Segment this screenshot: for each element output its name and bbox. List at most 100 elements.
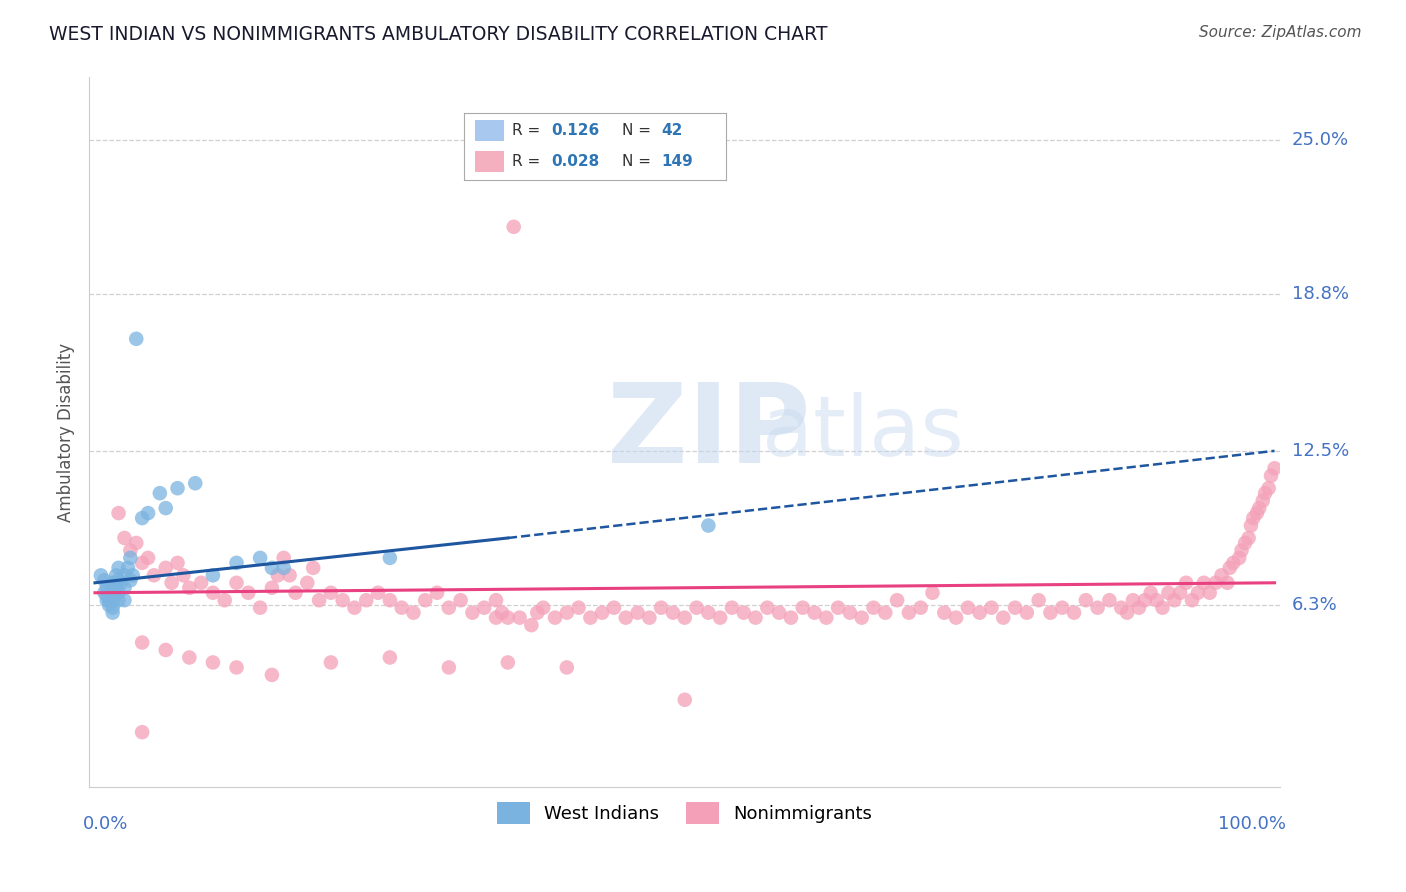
Point bbox=[897, 606, 920, 620]
Point bbox=[267, 568, 290, 582]
Point bbox=[278, 568, 301, 582]
Point bbox=[1222, 556, 1244, 570]
Point bbox=[485, 610, 508, 624]
Point bbox=[969, 606, 991, 620]
Point bbox=[803, 606, 825, 620]
Point bbox=[319, 586, 342, 600]
Point bbox=[626, 606, 648, 620]
Point bbox=[260, 581, 283, 595]
Point bbox=[450, 593, 472, 607]
Point bbox=[201, 656, 224, 670]
Point bbox=[1187, 586, 1209, 600]
Point bbox=[402, 606, 425, 620]
Point bbox=[673, 693, 696, 707]
Point bbox=[166, 481, 188, 495]
Point bbox=[502, 219, 524, 234]
Point bbox=[1246, 506, 1268, 520]
Point bbox=[107, 506, 129, 520]
Point bbox=[114, 568, 136, 582]
Y-axis label: Ambulatory Disability: Ambulatory Disability bbox=[58, 343, 75, 522]
Point bbox=[136, 506, 159, 520]
Point bbox=[544, 610, 567, 624]
Point bbox=[1063, 606, 1085, 620]
Point bbox=[851, 610, 873, 624]
Point bbox=[1004, 600, 1026, 615]
Point bbox=[378, 593, 401, 607]
Point bbox=[1257, 481, 1279, 495]
Point bbox=[1249, 501, 1271, 516]
Point bbox=[638, 610, 661, 624]
Point bbox=[101, 593, 124, 607]
Point bbox=[107, 574, 129, 588]
Text: atlas: atlas bbox=[762, 392, 965, 473]
Text: 18.8%: 18.8% bbox=[1292, 285, 1348, 303]
Point bbox=[1181, 593, 1204, 607]
Point bbox=[101, 586, 124, 600]
Point bbox=[485, 593, 508, 607]
Point bbox=[160, 575, 183, 590]
Point bbox=[260, 668, 283, 682]
Point bbox=[378, 550, 401, 565]
Point bbox=[101, 600, 124, 615]
Point bbox=[426, 586, 449, 600]
Point bbox=[910, 600, 932, 615]
Point bbox=[225, 575, 247, 590]
Point bbox=[1146, 593, 1168, 607]
Point bbox=[437, 660, 460, 674]
Point bbox=[249, 550, 271, 565]
Point bbox=[1234, 536, 1257, 550]
Point bbox=[249, 600, 271, 615]
Point bbox=[697, 518, 720, 533]
Point bbox=[768, 606, 790, 620]
Point bbox=[98, 593, 121, 607]
Point bbox=[496, 610, 519, 624]
Point bbox=[120, 550, 142, 565]
Point bbox=[472, 600, 495, 615]
Point bbox=[673, 610, 696, 624]
Point bbox=[1168, 586, 1191, 600]
Point bbox=[114, 593, 136, 607]
Point bbox=[332, 593, 354, 607]
Point bbox=[93, 574, 115, 588]
Point bbox=[1254, 486, 1277, 500]
Point bbox=[172, 568, 194, 582]
Point bbox=[96, 588, 118, 602]
Point bbox=[1163, 593, 1185, 607]
Point bbox=[780, 610, 803, 624]
Point bbox=[875, 606, 897, 620]
Point bbox=[555, 606, 578, 620]
Point bbox=[96, 593, 118, 607]
Point bbox=[201, 586, 224, 600]
Point bbox=[579, 610, 602, 624]
Point bbox=[1052, 600, 1074, 615]
Point bbox=[1237, 531, 1260, 545]
Point bbox=[319, 656, 342, 670]
Point bbox=[214, 593, 236, 607]
Point bbox=[225, 556, 247, 570]
Point bbox=[993, 610, 1015, 624]
Point bbox=[413, 593, 436, 607]
Point bbox=[685, 600, 707, 615]
Point bbox=[284, 586, 307, 600]
Legend: West Indians, Nonimmigrants: West Indians, Nonimmigrants bbox=[491, 795, 879, 831]
Text: 6.3%: 6.3% bbox=[1292, 596, 1337, 615]
Point bbox=[1219, 561, 1241, 575]
Point bbox=[1230, 543, 1253, 558]
Point bbox=[614, 610, 637, 624]
Point bbox=[1251, 493, 1274, 508]
Point bbox=[945, 610, 967, 624]
Point bbox=[96, 581, 118, 595]
Point bbox=[120, 543, 142, 558]
Text: ZIP: ZIP bbox=[607, 379, 811, 485]
Point bbox=[114, 531, 136, 545]
Point bbox=[101, 606, 124, 620]
Point bbox=[756, 600, 779, 615]
Point bbox=[105, 586, 128, 600]
Point bbox=[1205, 575, 1227, 590]
Point bbox=[1192, 575, 1215, 590]
Point bbox=[1109, 600, 1132, 615]
Point bbox=[1039, 606, 1062, 620]
Text: Source: ZipAtlas.com: Source: ZipAtlas.com bbox=[1198, 25, 1361, 40]
Point bbox=[980, 600, 1002, 615]
Point bbox=[117, 561, 139, 575]
